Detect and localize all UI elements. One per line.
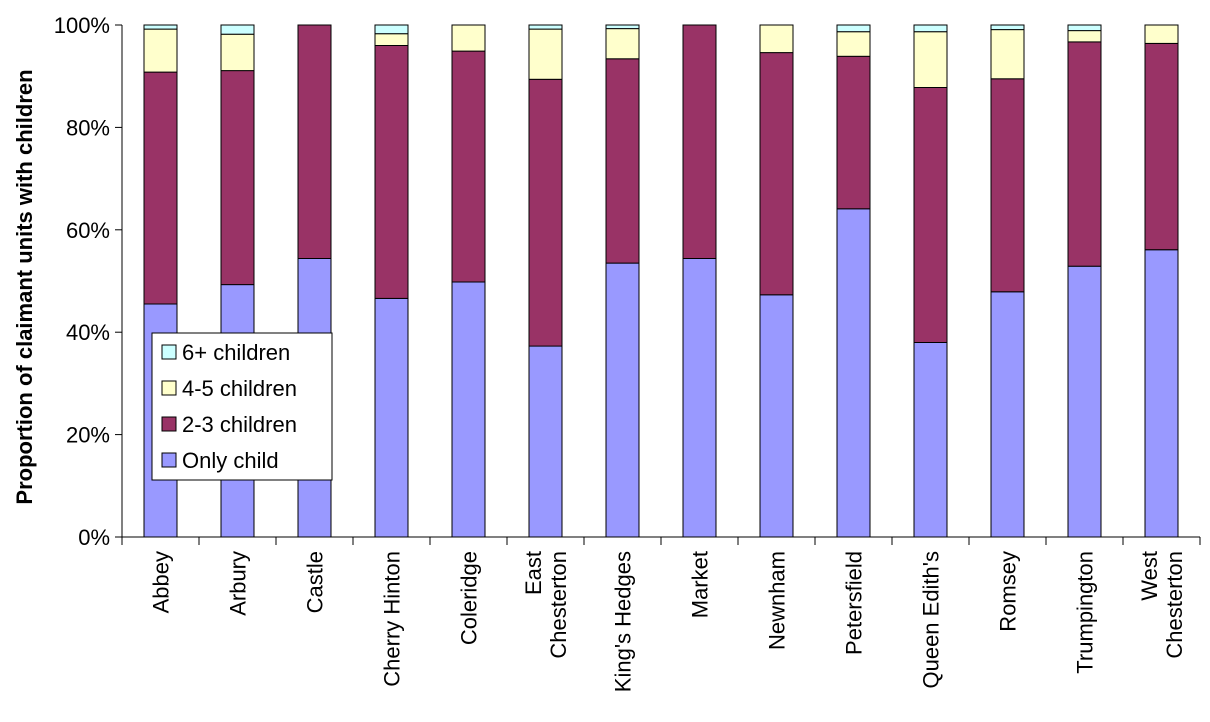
x-category-label: Arbury xyxy=(226,551,251,616)
bar-segment-2-3-children-coleridge xyxy=(451,50,486,283)
bar-segment-2-3-children-romsey xyxy=(990,78,1025,293)
bar-segment-only-child-romsey xyxy=(990,291,1025,538)
bar-segment-only-child-cherry-hinton xyxy=(374,297,409,538)
legend-swatch xyxy=(161,380,177,396)
bar-segment-4-5-children-east-chesterton xyxy=(528,28,563,80)
x-category-label: Cherry Hinton xyxy=(380,551,405,687)
bar-segment-2-3-children-west-chesterton xyxy=(1144,42,1179,251)
y-axis-title-group: Proportion of claimant units with childr… xyxy=(12,69,37,504)
x-category-label: Market xyxy=(688,551,713,618)
bar-segment-only-child-petersfield xyxy=(836,208,871,538)
x-category-label: Romsey xyxy=(996,551,1021,632)
bar-segment-4-5-children-king-s-hedges xyxy=(605,28,640,60)
y-tick-label: 60% xyxy=(66,218,110,243)
y-tick-label: 80% xyxy=(66,115,110,140)
x-category-label: Castle xyxy=(303,551,328,613)
bar-segment-4-5-children-newnham xyxy=(759,24,794,54)
x-category-label: Chesterton xyxy=(546,551,571,659)
bar-segment-4-5-children-romsey xyxy=(990,29,1025,80)
legend-swatch xyxy=(161,344,177,360)
bar-segment-2-3-children-castle xyxy=(297,24,332,259)
bar-segment-only-child-queen-edith-s xyxy=(913,341,948,538)
bar-segment-2-3-children-king-s-hedges xyxy=(605,58,640,264)
bar-segment-4-5-children-arbury xyxy=(220,33,255,72)
bar-segment-2-3-children-arbury xyxy=(220,70,255,286)
bar-segment-4-5-children-coleridge xyxy=(451,24,486,52)
bar-segment-2-3-children-abbey xyxy=(143,71,178,305)
bar-segment-6-children-king-s-hedges xyxy=(605,24,640,30)
y-tick-label: 40% xyxy=(66,320,110,345)
bar-segment-6-children-romsey xyxy=(990,24,1025,31)
bar-segment-6-children-petersfield xyxy=(836,24,871,33)
x-category-label: King's Hedges xyxy=(611,551,636,692)
bar-segment-2-3-children-newnham xyxy=(759,52,794,296)
bar-segment-6-children-cherry-hinton xyxy=(374,24,409,35)
x-category-label: West xyxy=(1137,551,1162,601)
x-category-label: Chesterton xyxy=(1162,551,1187,659)
bar-segment-only-child-market xyxy=(682,258,717,538)
bar-segment-only-child-king-s-hedges xyxy=(605,262,640,538)
bar-segment-4-5-children-queen-edith-s xyxy=(913,31,948,88)
legend-label: Only child xyxy=(182,448,279,473)
bar-segment-6-children-trumpington xyxy=(1067,24,1102,32)
bar-segment-6-children-east-chesterton xyxy=(528,24,563,30)
bar-segment-only-child-east-chesterton xyxy=(528,345,563,538)
bar-segment-6-children-abbey xyxy=(143,24,178,30)
y-tick-label: 0% xyxy=(78,525,110,550)
y-ticks-layer: 0% 20% 40% 60% 80% 100% xyxy=(54,13,122,550)
bar-segment-2-3-children-trumpington xyxy=(1067,41,1102,267)
bar-segment-2-3-children-cherry-hinton xyxy=(374,45,409,299)
legend-box xyxy=(151,332,333,481)
x-category-label: Abbey xyxy=(149,551,174,613)
y-tick-label: 100% xyxy=(54,13,110,38)
x-category-label: Coleridge xyxy=(457,551,482,645)
legend-label: 2-3 children xyxy=(182,412,297,437)
bar-segment-2-3-children-east-chesterton xyxy=(528,78,563,347)
legend-swatch xyxy=(161,416,177,432)
bar-segment-4-5-children-petersfield xyxy=(836,31,871,57)
bar-segment-4-5-children-cherry-hinton xyxy=(374,33,409,47)
bar-segment-2-3-children-petersfield xyxy=(836,55,871,210)
bar-segment-2-3-children-market xyxy=(682,24,717,259)
x-category-label: Queen Edith's xyxy=(919,551,944,689)
x-category-label: Newnham xyxy=(765,551,790,650)
x-category-label: Petersfield xyxy=(842,551,867,655)
legend-label: 6+ children xyxy=(182,340,290,365)
bar-segment-4-5-children-west-chesterton xyxy=(1144,24,1179,44)
bar-segment-4-5-children-abbey xyxy=(143,28,178,73)
x-labels-layer: Abbey Arbury Castle Cherry Hinton Coleridge E… xyxy=(149,551,1188,692)
bar-segment-2-3-children-queen-edith-s xyxy=(913,87,948,343)
bars-layer xyxy=(143,24,1179,538)
y-tick-label: 20% xyxy=(66,423,110,448)
legend-label: 4-5 children xyxy=(182,376,297,401)
legend: 6+ children 4-5 children 2-3 children Only … xyxy=(151,332,333,481)
bar-segment-4-5-children-trumpington xyxy=(1067,30,1102,43)
x-category-label: East xyxy=(521,551,546,595)
y-axis-title: Proportion of claimant units with childr… xyxy=(12,69,37,504)
bar-segment-only-child-newnham xyxy=(759,294,794,538)
bar-segment-6-children-queen-edith-s xyxy=(913,24,948,33)
axes-layer xyxy=(121,25,1201,545)
bar-segment-only-child-west-chesterton xyxy=(1144,249,1179,538)
bar-segment-only-child-coleridge xyxy=(451,281,486,538)
legend-swatch xyxy=(161,452,177,468)
x-category-label: Trumpington xyxy=(1073,551,1098,674)
bar-segment-6-children-arbury xyxy=(220,24,255,35)
bar-segment-only-child-trumpington xyxy=(1067,265,1102,538)
